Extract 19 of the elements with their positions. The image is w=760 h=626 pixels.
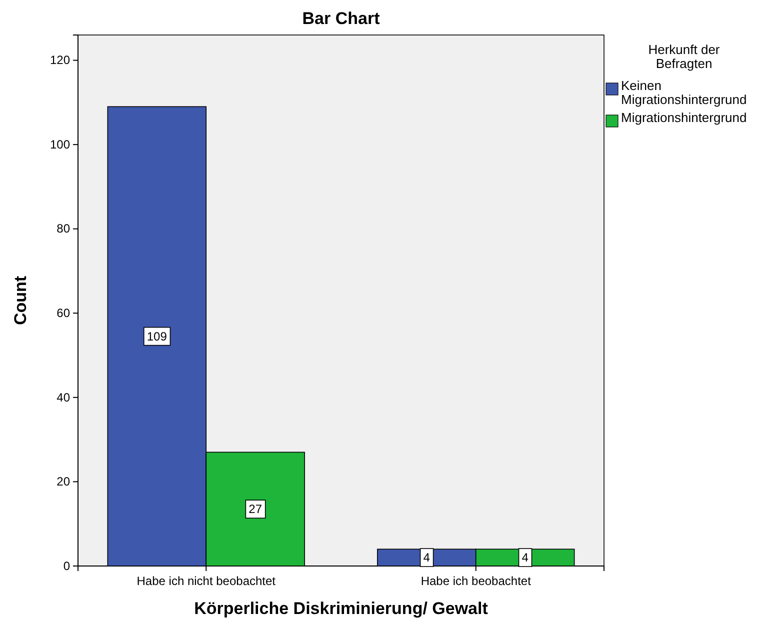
y-tick-label: 20 xyxy=(56,474,70,489)
y-tick-label: 120 xyxy=(50,53,70,68)
y-axis-title: Count xyxy=(11,276,30,326)
x-tick-label: Habe ich beobachtet xyxy=(420,574,532,588)
data-label: 4 xyxy=(522,550,529,565)
legend-label: Migrationshintergrund xyxy=(621,110,747,125)
y-tick-label: 100 xyxy=(50,137,70,152)
chart-title: Bar Chart xyxy=(302,9,380,28)
data-label: 27 xyxy=(248,502,262,516)
data-label: 4 xyxy=(423,550,430,565)
legend-title: Herkunft der Befragten xyxy=(648,42,720,71)
y-tick-label: 0 xyxy=(63,558,70,573)
y-tick-label: 60 xyxy=(56,306,70,320)
x-axis-title: Körperliche Diskriminierung/ Gewalt xyxy=(194,599,488,618)
y-tick-label: 80 xyxy=(56,222,70,236)
legend-label: Keinen Migrationshintergrund xyxy=(621,78,747,107)
y-tick-label: 40 xyxy=(56,390,70,404)
data-label: 109 xyxy=(146,329,168,344)
x-tick-label: Habe ich nicht beobachtet xyxy=(136,574,276,588)
